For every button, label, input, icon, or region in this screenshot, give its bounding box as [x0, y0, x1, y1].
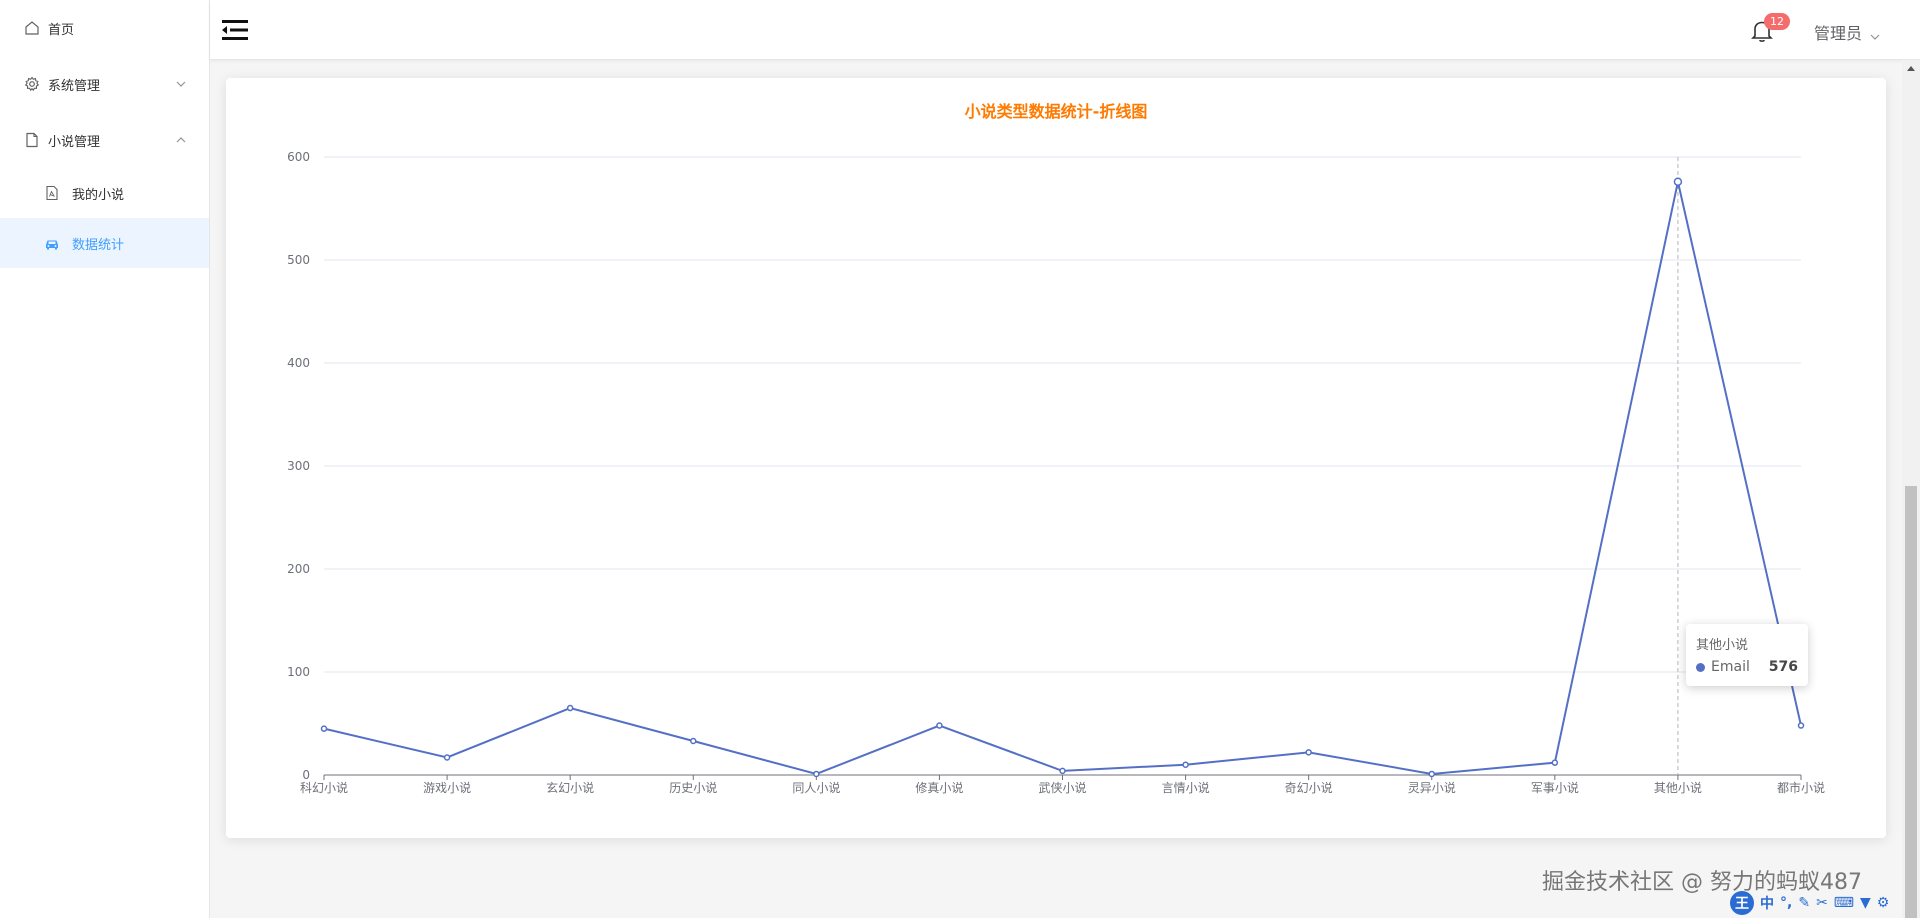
- sidebar-item-system[interactable]: 系统管理: [0, 56, 209, 112]
- shirt-icon[interactable]: ▼: [1860, 895, 1871, 911]
- document-icon: [24, 132, 40, 148]
- y-tick-label: 400: [287, 356, 310, 370]
- notification-badge: 12: [1764, 13, 1790, 30]
- tooltip-series-name: Email: [1711, 659, 1750, 675]
- menu-collapse-icon[interactable]: [222, 18, 248, 42]
- sidebar-item-label: 我的小说: [72, 187, 125, 203]
- sidebar-item-statistics[interactable]: 数据统计: [0, 218, 209, 268]
- ime-logo[interactable]: 王: [1730, 891, 1754, 915]
- page-scrollbar[interactable]: [1902, 60, 1920, 918]
- y-tick-label: 100: [287, 665, 310, 679]
- chart-card: 小说类型数据统计-折线图 0 100 200 300 400 500 600 科幻小说 游戏小说…: [226, 78, 1886, 838]
- top-header: 12 管理员: [210, 0, 1920, 60]
- data-point: [443, 754, 451, 761]
- ime-toolbar[interactable]: 王 中 °, ✎ ✂ ⌨ ▼ ⚙: [1726, 890, 1918, 916]
- x-tick-label: 游戏小说: [423, 780, 471, 795]
- x-tick-label: 玄幻小说: [546, 780, 594, 795]
- y-tick-label: 500: [287, 253, 310, 267]
- user-menu[interactable]: 管理员: [1814, 20, 1880, 44]
- x-tick-label: 灵异小说: [1408, 780, 1456, 795]
- x-tick-label: 修真小说: [915, 780, 963, 795]
- chevron-down-icon: [1870, 27, 1880, 40]
- y-tick-label: 200: [287, 562, 310, 576]
- x-tick-label: 都市小说: [1777, 780, 1825, 795]
- series-marker: [1696, 662, 1705, 672]
- data-point: [1428, 770, 1435, 778]
- home-icon: [24, 20, 40, 36]
- x-tick-label: 奇幻小说: [1285, 780, 1333, 795]
- line-chart: 0 100 200 300 400 500 600 科幻小说 游戏小说 玄幻小说 历史小说 同人小说 修…: [287, 150, 1825, 795]
- scroll-up-arrow-icon[interactable]: [1907, 66, 1915, 71]
- chevron-down-icon: [175, 78, 187, 90]
- sidebar-item-label: 首页: [48, 22, 75, 38]
- sidebar-item-label: 小说管理: [48, 134, 101, 150]
- data-point: [1305, 749, 1312, 756]
- chart-title: 小说类型数据统计-折线图: [964, 102, 1148, 121]
- sidebar-item-my-novels[interactable]: 我的小说: [0, 168, 209, 218]
- scissors-icon[interactable]: ✂: [1816, 895, 1828, 911]
- sidebar-item-label: 系统管理: [48, 78, 101, 94]
- ime-mode[interactable]: 中: [1760, 896, 1774, 912]
- tooltip-title: 其他小说: [1696, 638, 1749, 653]
- data-point: [936, 722, 943, 729]
- x-tick-label: 其他小说: [1654, 780, 1702, 795]
- tooltip-value: 576: [1768, 659, 1798, 675]
- y-tick-label: 0: [302, 768, 310, 782]
- car-icon: [44, 235, 60, 251]
- scroll-thumb[interactable]: [1905, 486, 1917, 918]
- x-tick-label: 历史小说: [669, 780, 717, 795]
- keyboard-icon[interactable]: ⌨: [1833, 895, 1855, 911]
- series-line: [323, 181, 1802, 776]
- settings-icon[interactable]: ⚙: [1876, 895, 1890, 911]
- x-tick-label: 军事小说: [1531, 780, 1579, 795]
- x-tick-label: 同人小说: [792, 780, 840, 795]
- data-point: [320, 725, 328, 732]
- y-tick-label: 300: [287, 459, 310, 473]
- chart-tooltip: 其他小说 Email 576: [1686, 624, 1808, 686]
- punctuation-icon[interactable]: °,: [1780, 895, 1793, 911]
- sidebar-item-novel[interactable]: 小说管理: [0, 112, 209, 168]
- gear-icon: [24, 76, 40, 92]
- x-tick-label: 言情小说: [1162, 780, 1210, 795]
- chevron-up-icon: [175, 134, 187, 146]
- user-name: 管理员: [1814, 24, 1863, 43]
- pen-icon[interactable]: ✎: [1798, 895, 1811, 911]
- data-point: [1797, 722, 1805, 729]
- data-point: [566, 704, 574, 712]
- data-point: [1182, 761, 1189, 768]
- pdf-file-icon: [44, 185, 60, 201]
- data-point: [813, 770, 820, 778]
- data-point: [1673, 177, 1683, 186]
- tooltip-row: Email 576: [1696, 659, 1798, 675]
- watermark: 掘金技术社区 @ 努力的蚂蚁487: [1542, 870, 1862, 895]
- sidebar: 首页 系统管理 小说管理 我的小说: [0, 0, 210, 918]
- sidebar-item-label: 数据统计: [72, 237, 125, 253]
- x-tick-label: 科幻小说: [300, 780, 348, 795]
- x-tick-label: 武侠小说: [1038, 780, 1086, 795]
- sidebar-item-home[interactable]: 首页: [0, 0, 209, 56]
- data-point: [690, 737, 697, 745]
- data-point: [1059, 767, 1066, 775]
- data-point: [1551, 759, 1559, 766]
- y-tick-label: 600: [287, 150, 310, 164]
